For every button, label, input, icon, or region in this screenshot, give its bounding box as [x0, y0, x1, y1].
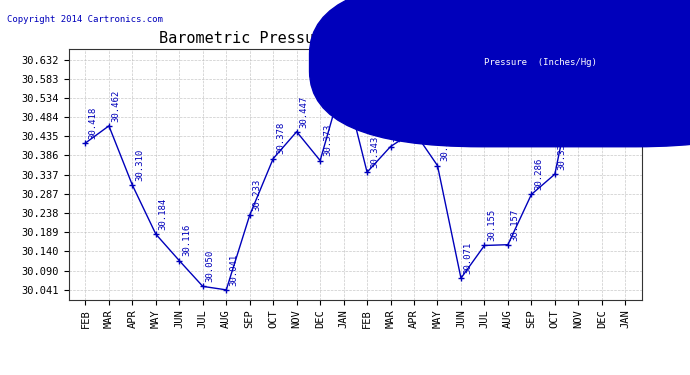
- Pressure  (Inches/Hg): [433, 164, 442, 168]
- Text: 30.233: 30.233: [253, 178, 262, 211]
- Pressure  (Inches/Hg): [81, 141, 90, 145]
- Pressure  (Inches/Hg): [363, 170, 371, 174]
- Text: 30.462: 30.462: [112, 90, 121, 122]
- Text: 30.373: 30.373: [323, 124, 332, 156]
- Pressure  (Inches/Hg): [527, 192, 535, 196]
- Text: 30.041: 30.041: [229, 254, 238, 286]
- Text: 30.050: 30.050: [206, 250, 215, 282]
- Pressure  (Inches/Hg): [410, 129, 418, 134]
- Text: 30.632: 30.632: [604, 23, 613, 56]
- Text: 30.448: 30.448: [417, 95, 426, 127]
- Pressure  (Inches/Hg): [504, 242, 512, 247]
- Text: 30.286: 30.286: [534, 158, 543, 190]
- Pressure  (Inches/Hg): [316, 158, 324, 163]
- Pressure  (Inches/Hg): [199, 284, 207, 289]
- Text: 30.338: 30.338: [558, 138, 566, 170]
- Text: 30.155: 30.155: [487, 209, 496, 241]
- Pressure  (Inches/Hg): [339, 76, 348, 81]
- Line: Pressure  (Inches/Hg): Pressure (Inches/Hg): [82, 56, 629, 293]
- Pressure  (Inches/Hg): [152, 232, 160, 236]
- Pressure  (Inches/Hg): [246, 213, 254, 217]
- Pressure  (Inches/Hg): [574, 57, 582, 62]
- Text: 30.632: 30.632: [581, 23, 590, 56]
- Pressure  (Inches/Hg): [105, 124, 113, 128]
- Pressure  (Inches/Hg): [598, 57, 606, 62]
- Pressure  (Inches/Hg): [457, 276, 465, 280]
- Text: 30.409: 30.409: [393, 110, 402, 142]
- Text: 30.343: 30.343: [370, 136, 379, 168]
- Text: Copyright 2014 Cartronics.com: Copyright 2014 Cartronics.com: [7, 15, 163, 24]
- Pressure  (Inches/Hg): [480, 243, 489, 248]
- Text: 30.310: 30.310: [135, 148, 144, 181]
- Text: 30.584: 30.584: [346, 42, 355, 74]
- Text: 30.157: 30.157: [511, 208, 520, 240]
- Pressure  (Inches/Hg): [551, 172, 559, 176]
- Text: 30.116: 30.116: [182, 224, 191, 256]
- Text: 30.378: 30.378: [276, 122, 285, 154]
- Pressure  (Inches/Hg): [621, 108, 629, 113]
- Text: 30.071: 30.071: [464, 242, 473, 274]
- FancyBboxPatch shape: [310, 0, 690, 147]
- Text: Pressure  (Inches/Hg): Pressure (Inches/Hg): [484, 58, 597, 67]
- Pressure  (Inches/Hg): [269, 156, 277, 161]
- Title: Barometric Pressure  Monthly High  20140222: Barometric Pressure Monthly High 2014022…: [159, 31, 551, 46]
- Text: 30.184: 30.184: [159, 198, 168, 230]
- Text: 30.501: 30.501: [628, 74, 637, 106]
- Pressure  (Inches/Hg): [293, 129, 301, 134]
- Pressure  (Inches/Hg): [222, 288, 230, 292]
- Text: 30.418: 30.418: [88, 106, 97, 139]
- Text: 30.447: 30.447: [299, 95, 308, 128]
- Text: 30.360: 30.360: [440, 129, 449, 162]
- Pressure  (Inches/Hg): [175, 258, 184, 263]
- Pressure  (Inches/Hg): [386, 144, 395, 149]
- Pressure  (Inches/Hg): [128, 183, 137, 188]
